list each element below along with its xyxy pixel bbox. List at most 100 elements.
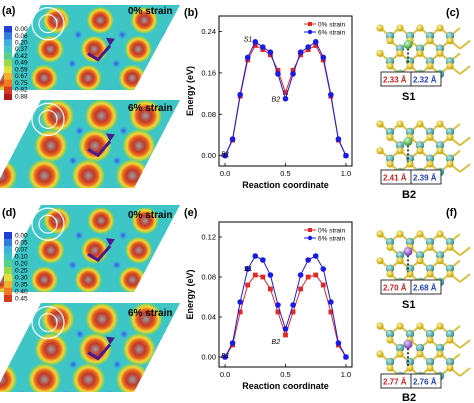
sulfur-atom xyxy=(376,350,384,358)
data-point-circle xyxy=(229,136,236,142)
metal-atom xyxy=(405,357,415,367)
density-minor-spot xyxy=(155,58,166,69)
distance-blue-f-bottom: 2.76 Å xyxy=(413,378,437,387)
data-point-circle xyxy=(222,152,228,159)
density-minor-spot xyxy=(118,230,129,241)
colorbar-label: 0.05 xyxy=(15,239,28,246)
sulfur-atom xyxy=(446,37,454,45)
density-minor-spot xyxy=(67,155,78,166)
migration-arrowhead xyxy=(106,238,115,247)
sulfur-atom xyxy=(446,62,454,70)
density-minor-spot xyxy=(161,29,172,40)
density-spot xyxy=(130,6,159,35)
data-point-circle xyxy=(222,354,228,360)
sulfur-atom xyxy=(446,243,454,251)
density-minor-spot xyxy=(111,260,122,271)
metal-atom xyxy=(395,343,405,353)
adsorbate-ring-inner xyxy=(38,109,58,129)
y-tick-label: 0.04 xyxy=(201,313,216,322)
colorbar-swatch xyxy=(4,26,12,33)
legend-label: 6% strain xyxy=(318,235,345,242)
strain-label-d-bottom: 6% strain xyxy=(128,308,172,319)
data-point-circle xyxy=(335,340,342,346)
density-spot xyxy=(74,265,103,292)
sulfur-atom xyxy=(416,49,424,57)
migration-path xyxy=(87,245,112,263)
sulfur-atom xyxy=(386,270,394,278)
y-tick-label: 0.00 xyxy=(201,151,216,160)
density-minor-spot xyxy=(162,125,173,136)
adsorbate-atom xyxy=(403,136,413,146)
colorbar-label: 0.88 xyxy=(15,93,28,100)
sulfur-atom xyxy=(426,37,434,45)
data-point-square xyxy=(237,309,243,315)
data-point-square xyxy=(283,332,288,338)
data-point-circle xyxy=(282,326,289,332)
distance-red-f-top: 2.70 Å xyxy=(383,284,407,293)
metal-atom xyxy=(395,141,405,150)
state-label-f-top: S1 xyxy=(402,299,415,311)
density-minor-spot xyxy=(105,289,116,292)
sulfur-atom xyxy=(406,62,414,70)
metal-atom xyxy=(445,127,455,137)
colorbar-label: 0.82 xyxy=(15,87,28,94)
density-minor-spot xyxy=(149,389,160,392)
sulfur-atom xyxy=(376,120,384,128)
density-spot xyxy=(115,362,150,392)
data-point-circle xyxy=(229,340,236,346)
density-minor-spot xyxy=(193,186,203,196)
colorbar-label: 0.75 xyxy=(15,80,28,87)
sulfur-atom xyxy=(446,160,454,168)
density-spot xyxy=(84,100,119,133)
sulfur-atom xyxy=(426,160,434,168)
sulfur-atom xyxy=(386,37,394,45)
data-point-circle xyxy=(267,272,274,278)
sulfur-atom xyxy=(436,257,444,265)
density-minor-spot xyxy=(155,260,166,271)
data-point-circle xyxy=(335,136,342,142)
data-point-circle xyxy=(252,39,259,45)
density-spot xyxy=(27,362,62,392)
density-minor-spot xyxy=(105,185,116,188)
density-spot xyxy=(165,128,180,163)
bond xyxy=(459,367,471,377)
sulfur-atom xyxy=(426,364,434,372)
migration-arrowhead xyxy=(106,133,115,142)
migration-path xyxy=(87,140,112,158)
density-spot xyxy=(212,35,240,63)
density-spot xyxy=(36,236,65,265)
data-point-square xyxy=(328,309,334,315)
colorbar-swatch xyxy=(4,288,12,295)
data-point-circle xyxy=(320,54,327,61)
data-point-circle xyxy=(290,71,296,77)
sulfur-atom xyxy=(396,49,404,57)
y-tick-label: 0.08 xyxy=(201,273,216,282)
adsorbate-atom xyxy=(403,246,413,256)
sulfur-atom xyxy=(376,24,384,32)
migration-arrowhead xyxy=(106,336,115,345)
plot-frame xyxy=(218,221,353,368)
metal-atom xyxy=(445,329,455,339)
density-spot xyxy=(71,362,106,392)
sulfur-atom xyxy=(386,62,394,70)
metal-atom xyxy=(405,127,415,137)
colorbar-d: 0.000.050.070.100.200.250.300.350.400.45 xyxy=(4,232,28,302)
density-minor-spot xyxy=(251,329,261,339)
state-label-c-top: S1 xyxy=(402,91,415,103)
sulfur-atom xyxy=(416,322,424,330)
colorbar-label: 0.45 xyxy=(15,295,28,302)
density-spot xyxy=(118,265,147,292)
bond xyxy=(459,39,471,50)
colorbar-label: 0.59 xyxy=(15,66,28,73)
distance-red-c-bottom: 2.41 Å xyxy=(383,174,407,183)
data-point-square xyxy=(260,274,266,280)
colorbar-swatch xyxy=(4,246,12,253)
adsorbate-ring-inner xyxy=(38,312,58,333)
data-point-square xyxy=(290,309,296,315)
density-minor-spot xyxy=(105,87,116,90)
colorbar-swatch xyxy=(4,59,12,67)
density-minor-spot xyxy=(244,156,254,166)
x-tick-label: 1.0 xyxy=(341,370,351,379)
sulfur-atom xyxy=(436,49,444,57)
